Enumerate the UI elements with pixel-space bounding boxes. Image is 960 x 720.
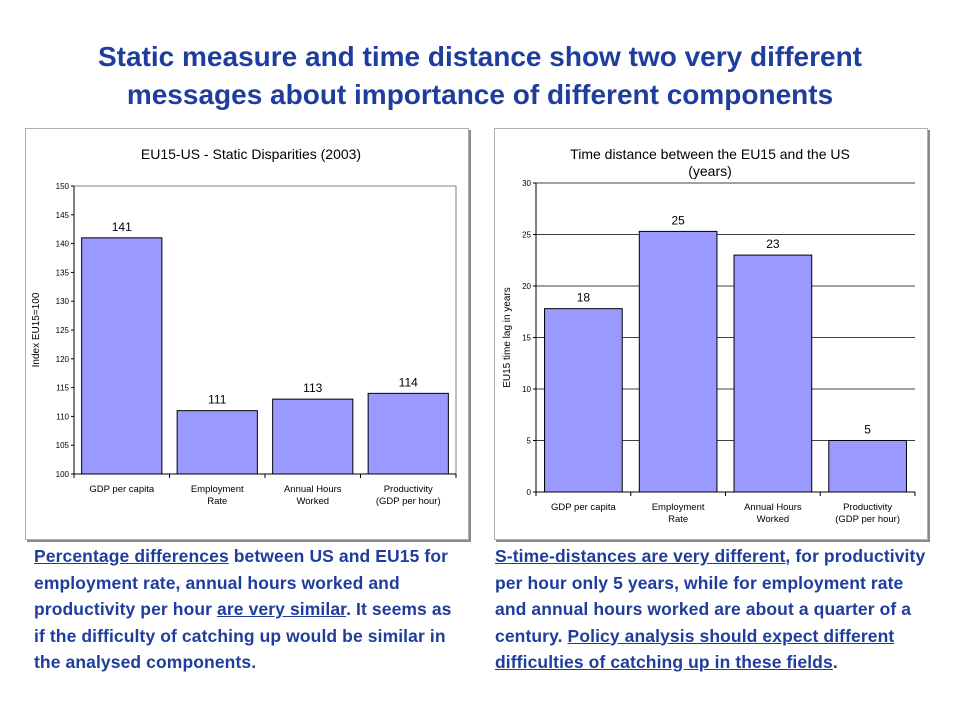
time-chart-category-label-2-1: Employment bbox=[652, 502, 705, 513]
time-chart-category-label-3-1: Annual Hours bbox=[744, 502, 802, 513]
time-chart-y-tick-label-5: 25 bbox=[522, 231, 531, 240]
right-caption-underlined-1: S-time-distances are very different bbox=[495, 546, 786, 566]
static-chart-y-tick-label-5: 125 bbox=[56, 326, 70, 335]
time-chart-y-tick-label-6: 30 bbox=[522, 179, 531, 188]
slide-title-line-1: Static measure and time distance show tw… bbox=[98, 41, 862, 72]
static-chart-y-tick-label-10: 150 bbox=[56, 182, 70, 191]
time-chart-category-label-4-2: (GDP per hour) bbox=[835, 514, 900, 525]
slide-title: Static measure and time distance show tw… bbox=[0, 38, 960, 114]
static-chart-category-label-2-2: Rate bbox=[207, 496, 227, 507]
static-chart-data-label-4: 114 bbox=[399, 375, 418, 389]
time-chart-data-label-2: 25 bbox=[671, 213, 685, 227]
time-chart-y-tick-label-1: 5 bbox=[527, 437, 532, 446]
time-chart-data-label-4: 5 bbox=[864, 423, 871, 437]
static-chart-y-tick-label-2: 110 bbox=[56, 412, 69, 421]
time-chart-bar-1 bbox=[544, 308, 623, 493]
time-chart-y-tick-label-2: 10 bbox=[522, 385, 531, 394]
time-chart-bar-4 bbox=[828, 440, 907, 493]
static-chart-category-label-3-1: Annual Hours bbox=[284, 484, 342, 495]
static-chart-y-tick-label-0: 100 bbox=[56, 470, 70, 479]
static-chart-y-tick-label-4: 120 bbox=[56, 355, 70, 364]
static-chart-category-label-4-1: Productivity bbox=[384, 484, 433, 495]
static-chart-category-label-1-1: GDP per capita bbox=[89, 484, 154, 495]
time-chart-y-axis-label: EU15 time lag in years bbox=[502, 287, 513, 388]
static-chart-y-tick-label-3: 115 bbox=[56, 384, 69, 393]
time-chart-data-label-1: 18 bbox=[577, 291, 591, 305]
static-chart-y-tick-label-8: 140 bbox=[56, 240, 70, 249]
time-chart-y-tick-label-0: 0 bbox=[527, 488, 532, 497]
time-chart-y-tick-label-4: 20 bbox=[522, 282, 531, 291]
slide-title-line-2: messages about importance of different c… bbox=[126, 79, 834, 110]
time-chart-data-label-3: 23 bbox=[766, 237, 780, 251]
right-caption-text-1: , for productivity per hour only 5 years… bbox=[495, 546, 926, 646]
static-chart-data-label-1: 141 bbox=[112, 220, 132, 234]
static-chart-y-tick-label-7: 135 bbox=[56, 268, 70, 277]
time-distance-chart-svg: Time distance between the EU15 and the U… bbox=[502, 146, 916, 525]
static-chart-bar-4 bbox=[367, 392, 449, 475]
left-caption-underlined-1: Percentage differences bbox=[34, 546, 229, 566]
static-chart-bar-1 bbox=[81, 237, 163, 475]
static-disparities-chart-svg: EU15-US - Static Disparities (2003) 100 10… bbox=[31, 146, 457, 507]
static-disparities-chart: EU15-US - Static Disparities (2003) 100 10… bbox=[25, 128, 469, 540]
time-chart-bar-3 bbox=[733, 254, 813, 493]
static-chart-y-axis-label: Index EU15=100 bbox=[31, 292, 42, 367]
left-caption-underlined-2: are very similar bbox=[217, 599, 347, 619]
static-chart-category-label-3-2: Worked bbox=[296, 496, 329, 507]
static-chart-y-tick-label-1: 105 bbox=[56, 441, 70, 450]
right-caption-underlined-2: Policy analysis should expect different … bbox=[495, 625, 895, 673]
left-caption: Percentage differences between US and EU… bbox=[34, 543, 454, 676]
time-chart-y-tick-label-3: 15 bbox=[522, 334, 531, 343]
left-caption-text-1: between US and EU15 for employment rate,… bbox=[34, 546, 449, 619]
time-chart-title-line-2: (years) bbox=[688, 163, 732, 179]
time-chart-category-label-3-2: Worked bbox=[757, 514, 790, 525]
static-chart-bar-3 bbox=[272, 398, 354, 475]
static-chart-bar-2 bbox=[176, 410, 258, 475]
time-chart-category-label-1-1: GDP per capita bbox=[551, 502, 616, 513]
time-chart-bar-2 bbox=[638, 230, 718, 493]
static-chart-category-label-2-1: Employment bbox=[191, 484, 244, 495]
static-chart-y-tick-label-9: 145 bbox=[56, 211, 70, 220]
static-chart-title-line-1: EU15-US - Static Disparities (2003) bbox=[141, 146, 361, 162]
left-caption-text-2: . It seems as if the difficulty of catch… bbox=[34, 599, 452, 672]
time-chart-category-label-4-1: Productivity bbox=[843, 502, 892, 513]
time-chart-category-label-2-2: Rate bbox=[668, 514, 688, 525]
static-chart-data-label-3: 113 bbox=[303, 381, 322, 395]
static-chart-category-label-4-2: (GDP per hour) bbox=[376, 496, 441, 507]
time-chart-title-line-1: Time distance between the EU15 and the U… bbox=[570, 146, 850, 162]
time-distance-chart: Time distance between the EU15 and the U… bbox=[494, 128, 928, 540]
right-caption: S-time-distances are very different, for… bbox=[495, 543, 935, 676]
static-chart-data-label-2: 111 bbox=[208, 393, 227, 407]
right-caption-text-2: . bbox=[832, 652, 838, 672]
static-chart-y-tick-label-6: 130 bbox=[56, 297, 70, 306]
